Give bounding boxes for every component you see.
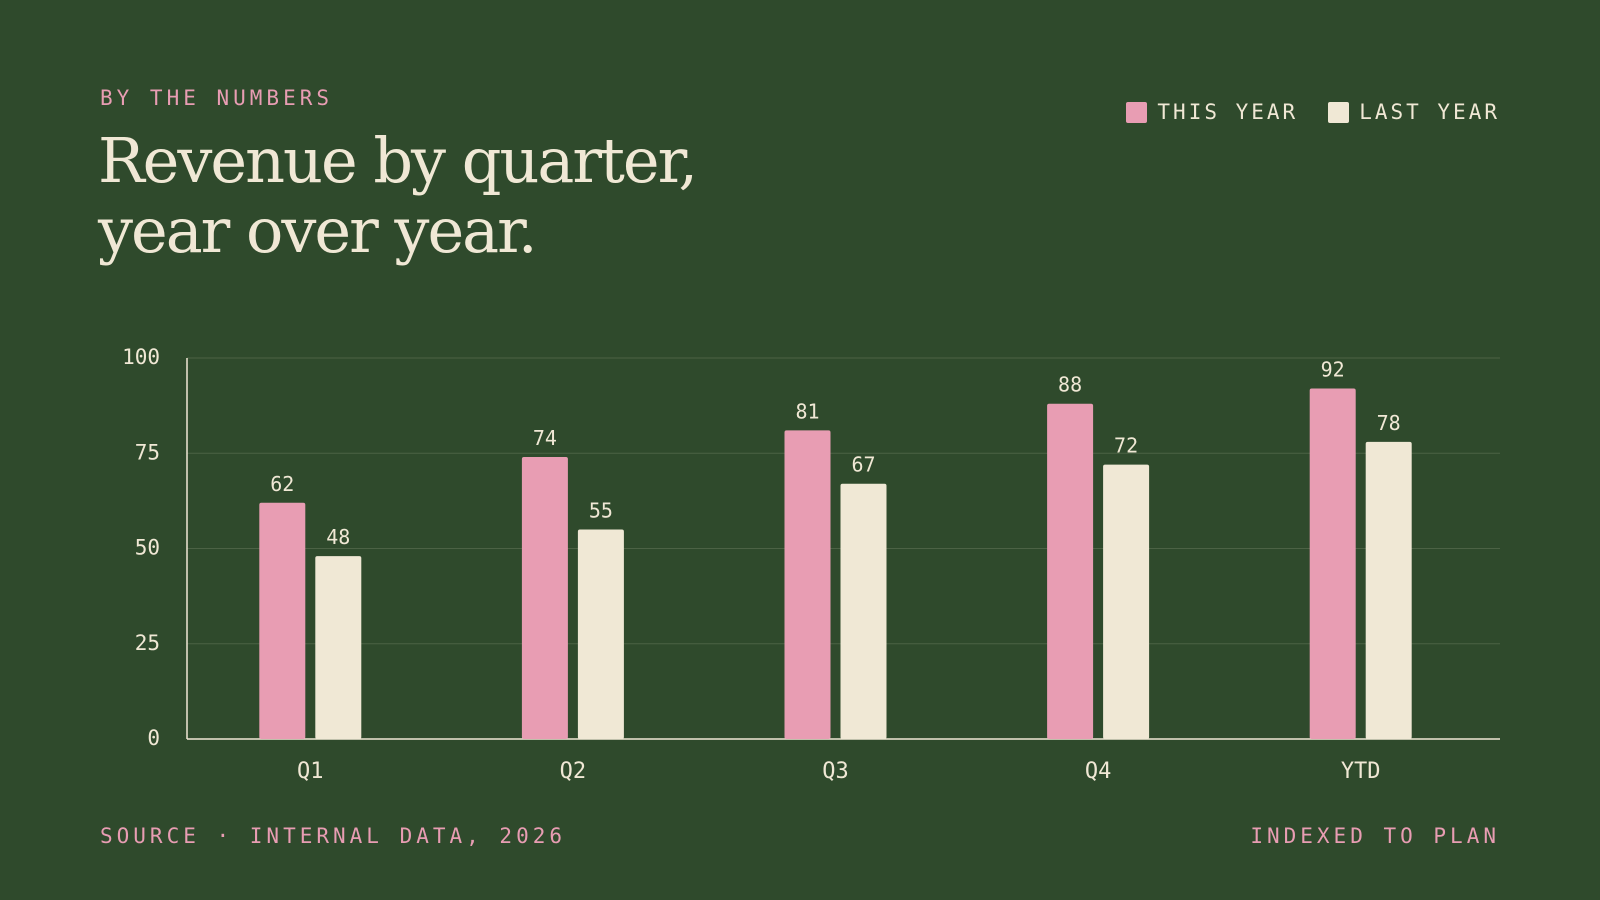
chart-title: Revenue by quarter, year over year. bbox=[98, 126, 898, 266]
bar-ytd-this-year bbox=[1309, 388, 1356, 739]
chart-title-line-1: Revenue by quarter, bbox=[98, 124, 698, 197]
data-label-q1-this-year: 62 bbox=[270, 472, 294, 496]
bar-q1-this-year bbox=[259, 502, 306, 739]
x-tick-label-q2: Q2 bbox=[560, 759, 587, 784]
bar-q4-last-year bbox=[1103, 464, 1150, 739]
legend-label-last-year: LAST YEAR bbox=[1359, 100, 1500, 124]
y-tick-label-75: 75 bbox=[135, 440, 160, 464]
legend-item-last-year: LAST YEAR bbox=[1328, 100, 1500, 124]
indexed-note: INDEXED TO PLAN bbox=[1250, 824, 1500, 848]
legend-item-this-year: THIS YEAR bbox=[1126, 100, 1298, 124]
legend-swatch-last-year bbox=[1328, 101, 1350, 123]
y-tick-label-0: 0 bbox=[147, 726, 160, 750]
bar-q4-this-year bbox=[1047, 403, 1094, 739]
chart-title-line-2: year over year. bbox=[98, 194, 538, 267]
bar-q2-last-year bbox=[577, 529, 624, 739]
data-label-q3-last-year: 67 bbox=[851, 453, 875, 477]
y-tick-label-100: 100 bbox=[122, 345, 160, 369]
bar-q3-last-year bbox=[840, 483, 887, 739]
bar-q3-this-year bbox=[784, 430, 831, 739]
data-label-q4-last-year: 72 bbox=[1114, 434, 1138, 458]
x-tick-label-q4: Q4 bbox=[1085, 759, 1112, 784]
data-label-q3-this-year: 81 bbox=[795, 399, 819, 423]
data-label-q2-last-year: 55 bbox=[589, 498, 613, 522]
bar-q1-last-year bbox=[315, 556, 362, 739]
source-note: SOURCE · INTERNAL DATA, 2026 bbox=[100, 824, 567, 848]
chart-kicker: BY THE NUMBERS bbox=[100, 86, 334, 110]
x-tick-label-q3: Q3 bbox=[822, 759, 849, 784]
data-label-q4-this-year: 88 bbox=[1058, 373, 1082, 397]
bar-ytd-last-year bbox=[1365, 441, 1412, 739]
data-label-q2-this-year: 74 bbox=[533, 426, 557, 450]
x-tick-label-q1: Q1 bbox=[297, 759, 324, 784]
y-tick-label-50: 50 bbox=[135, 536, 160, 560]
data-label-ytd-last-year: 78 bbox=[1377, 411, 1401, 435]
data-label-q1-last-year: 48 bbox=[326, 525, 350, 549]
chart-legend: THIS YEAR LAST YEAR bbox=[1126, 100, 1500, 124]
x-tick-label-ytd: YTD bbox=[1341, 759, 1381, 784]
y-tick-label-25: 25 bbox=[135, 631, 160, 655]
bar-q2-this-year bbox=[521, 457, 568, 739]
legend-label-this-year: THIS YEAR bbox=[1157, 100, 1299, 124]
data-label-ytd-this-year: 92 bbox=[1321, 357, 1345, 381]
legend-swatch-this-year bbox=[1126, 101, 1148, 123]
